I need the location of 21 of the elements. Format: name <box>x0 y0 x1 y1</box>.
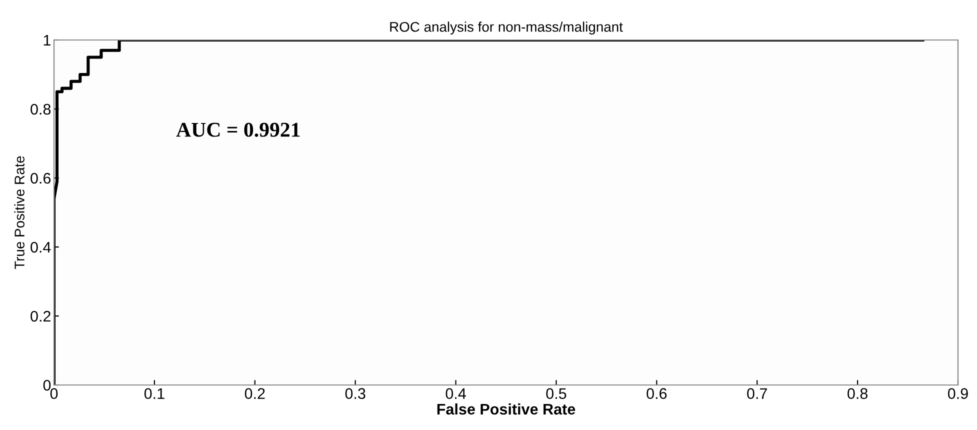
annotation: AUC = 0.9921 <box>176 122 300 137</box>
x-axis-title: False Positive Rate <box>437 403 576 415</box>
y-axis-title: True Positive Rate <box>14 156 24 270</box>
x-tick-label: 0.5 <box>546 388 566 399</box>
y-tick-label: 0.6 <box>30 172 51 184</box>
x-tick-label: 0.9 <box>948 388 968 399</box>
x-tick-label: 0.7 <box>747 388 767 399</box>
x-tick-label: 0 <box>50 388 58 399</box>
y-tick-label: 0.4 <box>30 242 51 253</box>
y-tick-label: 0 <box>43 380 51 391</box>
x-tick-label: 0.2 <box>244 388 265 399</box>
line-series <box>54 40 924 385</box>
y-tick-label: 0.8 <box>30 104 51 115</box>
x-tick-label: 0.6 <box>646 388 667 399</box>
y-tick-label: 1 <box>44 35 50 46</box>
x-tick-label: 0.4 <box>446 388 466 399</box>
y-tick-label: 0.2 <box>30 310 50 322</box>
chart-title: ROC analysis for non-mass/malignant <box>390 22 623 35</box>
x-tick-label: 0.8 <box>848 388 868 399</box>
x-tick-label: 0.1 <box>144 388 164 399</box>
x-tick-label: 0.3 <box>345 388 366 399</box>
